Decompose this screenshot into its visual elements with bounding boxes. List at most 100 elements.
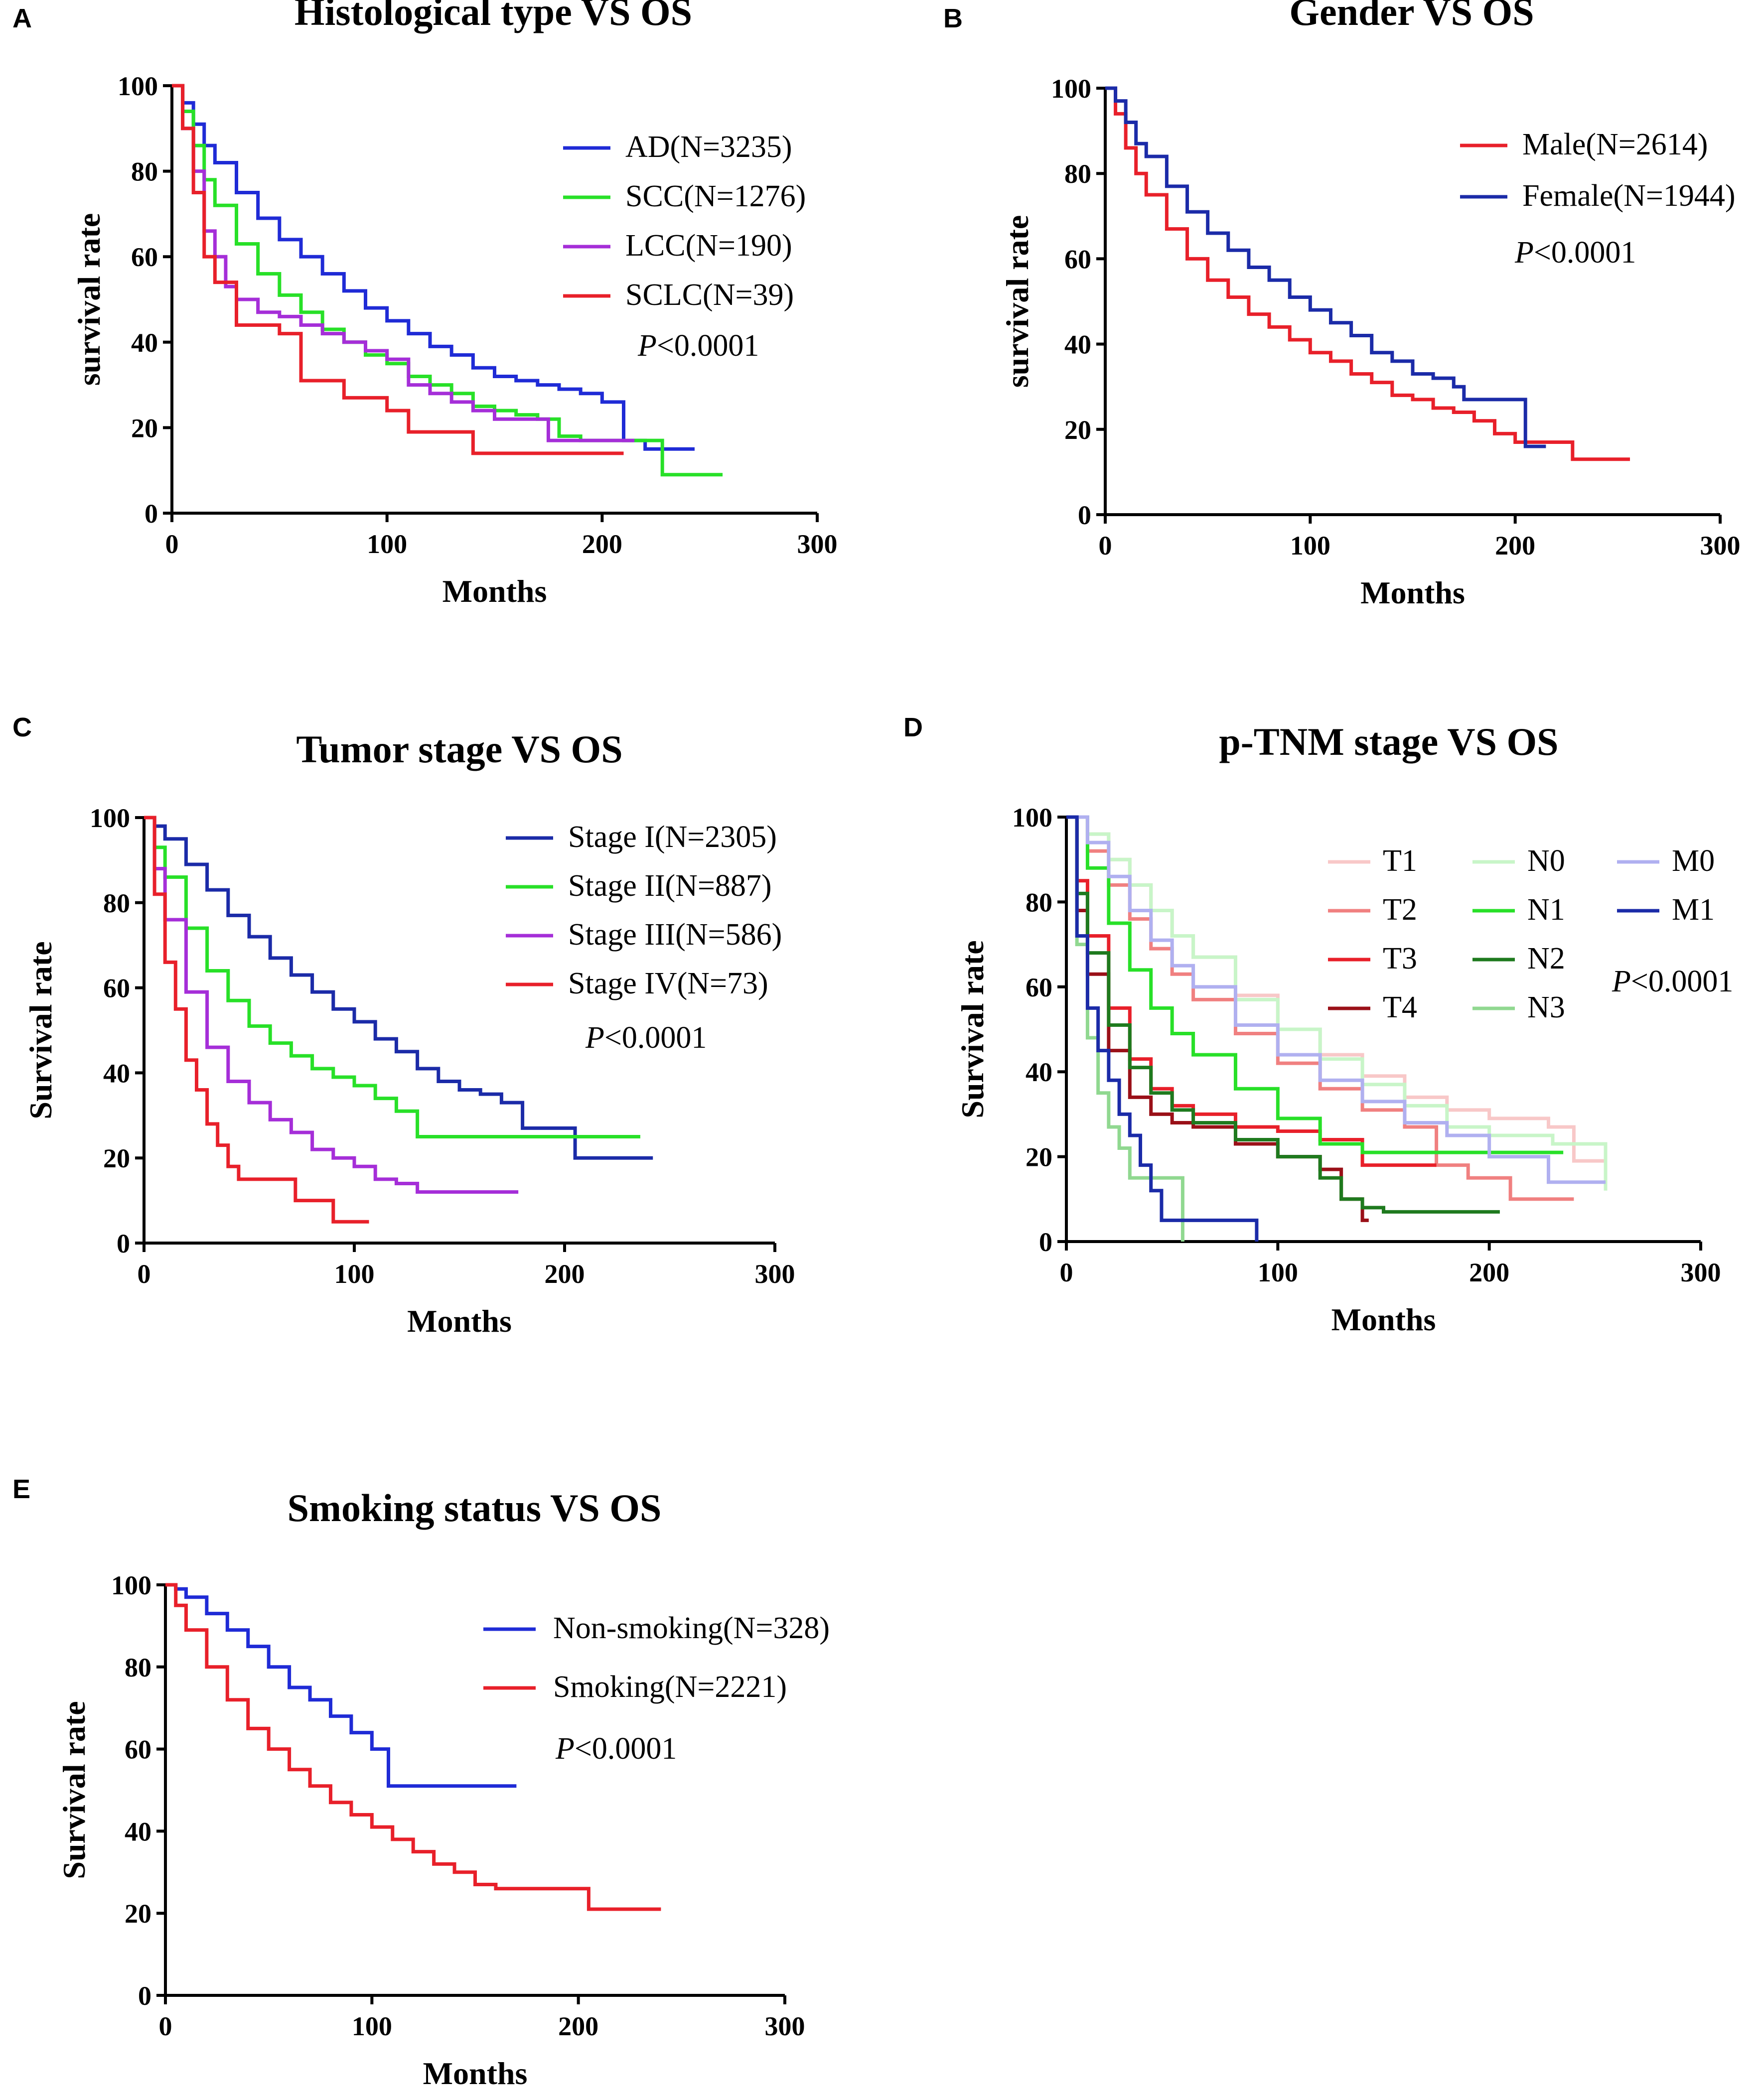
p-value-text: <0.0001 xyxy=(1631,965,1733,998)
y-axis-label: survival rate xyxy=(71,213,107,386)
x-tick-label: 0 xyxy=(1099,531,1112,560)
p-value-annotation: P<0.0001 xyxy=(1612,965,1733,998)
x-tick-label: 100 xyxy=(367,529,407,559)
legend-label: Stage I(N=2305) xyxy=(568,820,777,854)
y-tick-label: 20 xyxy=(1026,1142,1052,1172)
legend-label: SCC(N=1276) xyxy=(625,179,806,213)
x-tick-label: 100 xyxy=(334,1259,375,1289)
panel-letter: B xyxy=(943,3,963,33)
p-value-symbol: P xyxy=(555,1732,575,1766)
series-line-m1 xyxy=(1066,815,1259,1242)
panel-b: B Gender VS OS 0 20 40 60 80 100 0 100 200 300 Month… xyxy=(943,0,1741,610)
series-line-female-n-1944 xyxy=(1105,86,1546,448)
x-tick-label: 0 xyxy=(159,2011,172,2041)
y-axis-label: Survival rate xyxy=(955,940,990,1118)
x-axis-label: Months xyxy=(423,2056,528,2091)
series-line-stage-iii-n-586 xyxy=(144,816,519,1194)
y-tick-label: 60 xyxy=(1064,244,1091,274)
series-line-stage-i-n-2305 xyxy=(144,816,653,1160)
chart-title: Histological type VS OS xyxy=(294,0,692,33)
y-tick-label: 60 xyxy=(1026,973,1052,1002)
panel-c: C Tumor stage VS OS 0 20 40 60 80 100 0 100 200 300… xyxy=(12,712,795,1339)
legend-label: N3 xyxy=(1527,990,1565,1024)
x-tick-label: 0 xyxy=(138,1259,151,1289)
p-value-annotation: P<0.0001 xyxy=(585,1021,707,1055)
panel-letter: A xyxy=(12,3,32,33)
y-tick-label: 100 xyxy=(1051,74,1091,104)
series-line-t1 xyxy=(1066,815,1606,1163)
chart-title: p-TNM stage VS OS xyxy=(1219,720,1558,763)
p-value-text: <0.0001 xyxy=(1534,236,1636,270)
x-tick-label: 0 xyxy=(165,529,179,559)
p-value-annotation: P<0.0001 xyxy=(637,329,759,363)
series-line-m0 xyxy=(1066,815,1606,1184)
panel-letter: D xyxy=(903,712,923,742)
legend-label: M1 xyxy=(1672,893,1715,927)
legend-label: T4 xyxy=(1383,990,1417,1024)
p-value-annotation: P<0.0001 xyxy=(555,1732,677,1766)
legend-label: T2 xyxy=(1383,893,1417,927)
y-tick-label: 40 xyxy=(125,1817,151,1846)
series-line-sclc-n-39 xyxy=(172,84,624,455)
panel-e: E Smoking status VS OS 0 20 40 60 80 100 0 100 200… xyxy=(12,1474,830,2091)
legend-label: Smoking(N=2221) xyxy=(553,1670,787,1704)
y-tick-label: 40 xyxy=(1064,330,1091,360)
p-value-symbol: P xyxy=(585,1021,604,1055)
p-value-symbol: P xyxy=(1612,965,1631,998)
x-tick-label: 200 xyxy=(545,1259,585,1289)
y-axis-label: survival rate xyxy=(1000,215,1035,388)
x-axis-label: Months xyxy=(442,573,547,609)
legend-label: LCC(N=190) xyxy=(625,229,792,263)
y-tick-label: 60 xyxy=(125,1735,151,1765)
y-tick-label: 0 xyxy=(145,499,158,529)
p-value-text: <0.0001 xyxy=(575,1732,677,1766)
legend-label: Non-smoking(N=328) xyxy=(553,1611,830,1645)
y-axis-label: Survival rate xyxy=(56,1701,92,1879)
y-tick-label: 60 xyxy=(131,242,158,272)
x-tick-label: 200 xyxy=(582,529,622,559)
y-tick-label: 20 xyxy=(103,1143,130,1173)
x-tick-label: 200 xyxy=(1469,1258,1509,1287)
series-line-smoking-n-2221 xyxy=(165,1583,661,1911)
x-tick-label: 300 xyxy=(755,1259,795,1289)
series-line-non-smoking-n-328 xyxy=(165,1583,517,1788)
series-line-male-n-2614 xyxy=(1105,86,1630,461)
series-line-n1 xyxy=(1066,815,1564,1154)
legend-label: N0 xyxy=(1527,844,1565,878)
y-tick-label: 40 xyxy=(131,328,158,358)
y-tick-label: 100 xyxy=(118,71,158,101)
y-tick-label: 100 xyxy=(90,803,130,833)
series-line-n0 xyxy=(1066,815,1608,1191)
y-tick-label: 0 xyxy=(1078,500,1091,530)
p-value-symbol: P xyxy=(637,329,657,363)
x-axis-label: Months xyxy=(1360,575,1465,610)
chart-title: Smoking status VS OS xyxy=(288,1486,662,1530)
p-value-annotation: P<0.0001 xyxy=(1514,236,1636,270)
chart-title: Tumor stage VS OS xyxy=(296,727,622,771)
x-tick-label: 200 xyxy=(558,2011,598,2041)
x-axis-label: Months xyxy=(1331,1302,1436,1337)
series-line-ad-n-3235 xyxy=(172,84,695,451)
p-value-symbol: P xyxy=(1514,236,1534,270)
legend-label: AD(N=3235) xyxy=(625,130,792,164)
x-tick-label: 0 xyxy=(1060,1258,1073,1287)
y-tick-label: 0 xyxy=(1039,1227,1052,1257)
y-tick-label: 20 xyxy=(1064,415,1091,445)
series-line-stage-ii-n-887 xyxy=(144,816,640,1138)
p-value-text: <0.0001 xyxy=(657,329,759,363)
x-tick-label: 300 xyxy=(765,2011,805,2041)
x-tick-label: 100 xyxy=(352,2011,392,2041)
y-tick-label: 60 xyxy=(103,974,130,1003)
series-line-t2 xyxy=(1066,815,1574,1201)
y-tick-label: 20 xyxy=(125,1899,151,1929)
x-tick-label: 200 xyxy=(1495,531,1535,560)
y-tick-label: 80 xyxy=(131,157,158,187)
legend-label: Male(N=2614) xyxy=(1522,128,1708,161)
y-axis-label: Survival rate xyxy=(23,941,58,1119)
panel-a: A Histological type VS OS 0 20 40 60 80 100 0 100… xyxy=(12,0,838,609)
legend-label: SCLC(N=39) xyxy=(625,278,794,312)
y-tick-label: 40 xyxy=(1026,1057,1052,1087)
legend-label: Stage III(N=586) xyxy=(568,918,782,952)
